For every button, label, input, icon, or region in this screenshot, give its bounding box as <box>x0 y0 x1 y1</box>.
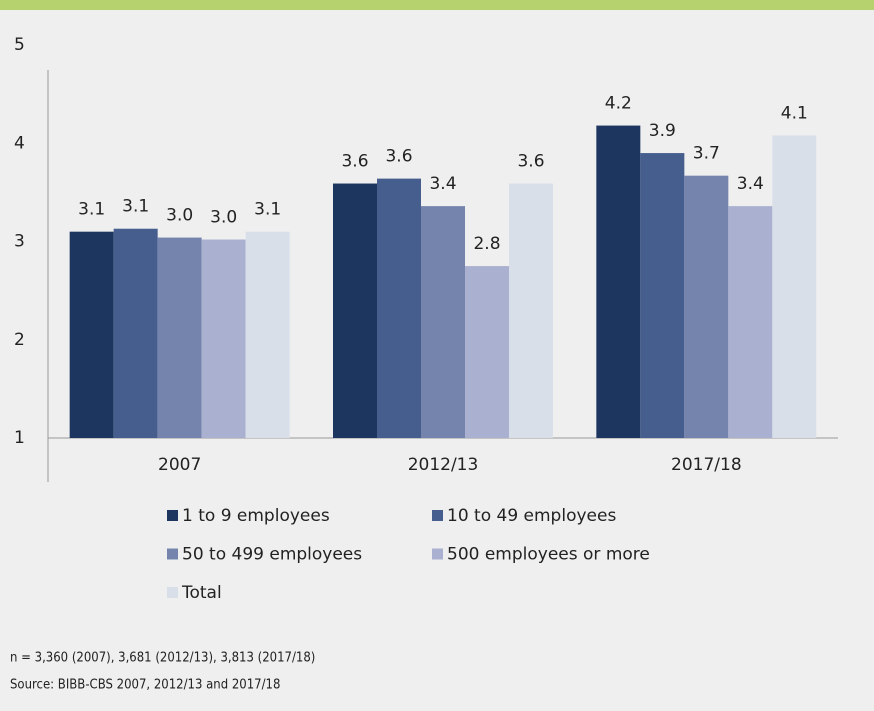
legend-swatch <box>167 548 178 560</box>
y-tick-label: 2 <box>14 330 25 350</box>
bar <box>377 178 421 438</box>
value-label: 2.8 <box>473 234 500 254</box>
bar <box>684 175 729 439</box>
bar <box>465 266 509 438</box>
bar <box>728 206 773 438</box>
y-tick-label: 4 <box>14 133 25 153</box>
value-label: 3.1 <box>254 200 281 220</box>
value-label: 3.4 <box>429 174 456 194</box>
x-tick-label: 2012/13 <box>408 455 479 475</box>
footnote: Source: BIBB-CBS 2007, 2012/13 and 2017/… <box>10 678 280 693</box>
legend-swatch <box>167 510 178 521</box>
bar <box>596 125 641 438</box>
bar <box>333 183 377 438</box>
y-tick-label: 1 <box>14 428 25 448</box>
legend-swatch <box>167 587 178 598</box>
legend-label: 10 to 49 employees <box>447 506 616 526</box>
value-label: 4.1 <box>781 103 808 123</box>
value-label: 3.0 <box>166 206 193 226</box>
bar <box>69 231 114 438</box>
value-label: 3.6 <box>341 152 368 172</box>
legend-label: 500 employees or more <box>447 545 650 565</box>
value-label: 3.6 <box>385 147 412 167</box>
value-label: 3.9 <box>649 121 676 141</box>
footnote: n = 3,360 (2007), 3,681 (2012/13), 3,813… <box>10 651 315 666</box>
legend-label: Total <box>181 583 222 603</box>
legend-label: 1 to 9 employees <box>182 506 330 526</box>
bar <box>640 153 685 438</box>
bar <box>509 183 553 438</box>
value-label: 3.7 <box>693 144 720 164</box>
bar <box>113 228 158 438</box>
y-tick-label: 5 <box>14 35 25 55</box>
bar <box>201 239 246 438</box>
x-tick-label: 2007 <box>158 455 201 475</box>
top-band <box>0 0 874 10</box>
bar <box>421 206 465 438</box>
y-tick-label: 3 <box>14 232 25 252</box>
bar <box>772 135 817 438</box>
legend-label: 50 to 499 employees <box>182 545 362 565</box>
value-label: 3.0 <box>210 208 237 228</box>
bar <box>245 231 290 438</box>
value-label: 3.1 <box>78 200 105 220</box>
legend-swatch <box>432 510 443 521</box>
value-label: 4.2 <box>605 94 632 114</box>
bar <box>157 237 202 438</box>
x-tick-label: 2017/18 <box>671 455 742 475</box>
legend-swatch <box>432 548 443 560</box>
value-label: 3.1 <box>122 197 149 217</box>
value-label: 3.6 <box>517 152 544 172</box>
value-label: 3.4 <box>737 174 764 194</box>
